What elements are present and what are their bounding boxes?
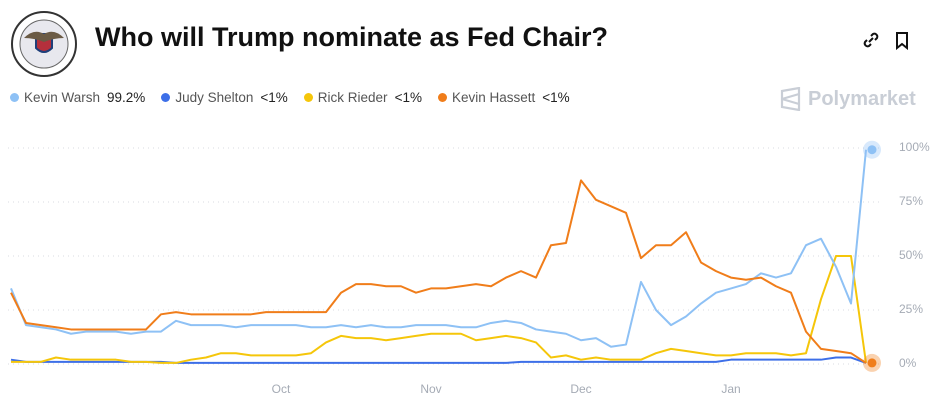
- legend-item: Kevin Warsh 99.2%: [10, 90, 145, 105]
- legend-label: Kevin Hassett: [451, 90, 536, 105]
- legend-label: Judy Shelton: [175, 90, 254, 105]
- legend-dot: [161, 93, 171, 102]
- x-tick-label: Jan: [721, 382, 740, 396]
- seal-logo: [11, 11, 77, 77]
- legend-item: Kevin Hassett <1%: [437, 90, 570, 105]
- series-line: [10, 149, 867, 348]
- legend-dot: [437, 93, 447, 102]
- y-tick-label: 0%: [899, 356, 917, 370]
- y-tick-label: 100%: [899, 140, 930, 154]
- legend-item: Judy Shelton <1%: [161, 90, 288, 105]
- y-tick-label: 50%: [899, 248, 923, 262]
- legend: Kevin Warsh 99.2% Judy Shelton <1% Rick Ried…: [10, 90, 570, 105]
- legend-value: <1%: [542, 90, 570, 105]
- brand-logo: [780, 87, 801, 111]
- y-tick-label: 25%: [899, 302, 923, 316]
- legend-dot: [303, 93, 313, 102]
- brand: Polymarket: [808, 88, 916, 110]
- end-dot: [867, 358, 877, 368]
- legend-label: Rick Rieder: [317, 90, 388, 105]
- y-tick-label: 75%: [899, 194, 923, 208]
- legend-value: <1%: [260, 90, 288, 105]
- link-button[interactable]: [861, 30, 881, 50]
- legend-dot: [10, 93, 19, 102]
- legend-value: <1%: [394, 90, 422, 105]
- legend-label: Kevin Warsh: [24, 90, 101, 105]
- series-line: [11, 255, 867, 364]
- x-tick-label: Nov: [420, 382, 441, 396]
- series-line: [10, 179, 867, 364]
- title: Who will Trump nominate as Fed Chair?: [95, 22, 609, 52]
- x-tick-label: Oct: [272, 382, 291, 396]
- bookmark-button[interactable]: [892, 30, 912, 50]
- x-tick-label: Dec: [570, 382, 591, 396]
- end-dot: [867, 145, 877, 155]
- legend-value: 99.2%: [107, 90, 146, 105]
- legend-item: Rick Rieder <1%: [303, 90, 422, 105]
